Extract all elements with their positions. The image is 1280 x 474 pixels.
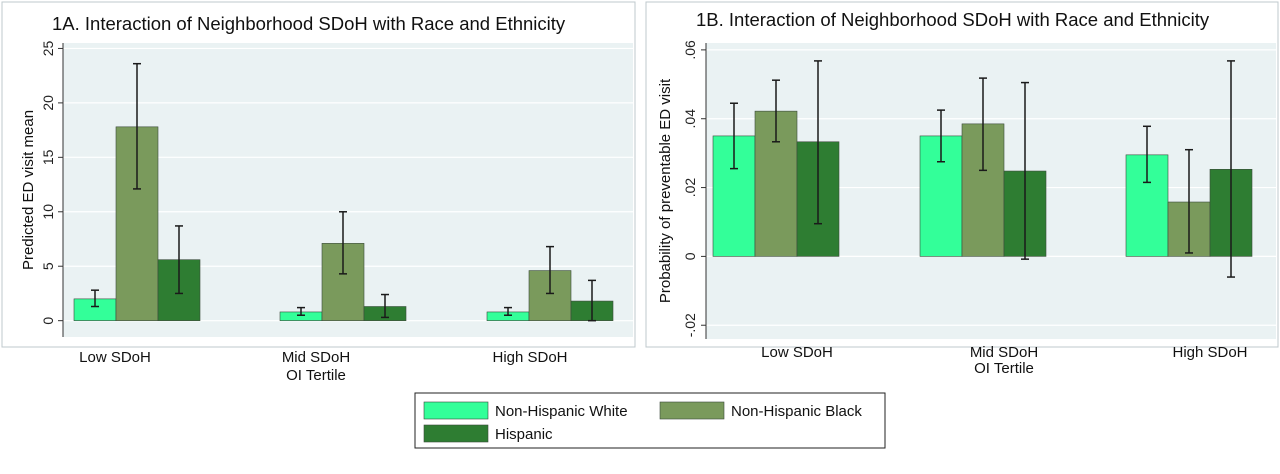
legend-swatch xyxy=(659,401,725,420)
y-tick-label: 10 xyxy=(40,204,56,220)
x-category-label: High SDoH xyxy=(1172,344,1247,361)
x-category-label: High SDoH xyxy=(492,349,567,366)
y-tick-label: 0 xyxy=(682,252,698,260)
y-tick-label: .06 xyxy=(682,40,698,60)
y-tick-label: 20 xyxy=(40,95,56,111)
y-tick-label: .04 xyxy=(682,109,698,129)
x-category-label: Low SDoH xyxy=(761,344,833,361)
chart-panel-1a: 0 5 10 15 20 25 Low SDoH Mid SDoH High SDoH 1A. I… xyxy=(1,1,636,384)
legend-label: Non-Hispanic White xyxy=(495,403,628,420)
x-category-label: Low SDoH xyxy=(79,349,151,366)
y-axis-label: Predicted ED visit mean xyxy=(20,110,37,270)
legend-label: Non-Hispanic Black xyxy=(731,403,862,420)
legend-label: Hispanic xyxy=(495,426,553,443)
y-tick-label: -.02 xyxy=(682,313,698,337)
y-tick-label: 0 xyxy=(40,317,56,325)
legend-swatch xyxy=(423,424,489,443)
x-axis-label: OI Tertile xyxy=(286,367,346,384)
chart-title: 1A. Interaction of Neighborhood SDoH wit… xyxy=(52,13,566,34)
x-axis-label: OI Tertile xyxy=(974,360,1034,377)
legend-box xyxy=(414,392,886,449)
legend-swatch xyxy=(423,401,489,420)
y-axis-label: Probability of preventable ED visit xyxy=(657,78,674,303)
chart-panel-1b: -.02 0 .02 .04 .06 Low SDoH Mid SDoH High SDoH 1… xyxy=(645,1,1279,377)
legend: Non-Hispanic White Non-Hispanic Black Hisp… xyxy=(414,392,886,449)
y-tick-label: 15 xyxy=(40,149,56,165)
y-tick-label: 25 xyxy=(40,40,56,56)
y-tick-label: .02 xyxy=(682,178,698,198)
chart-title: 1B. Interaction of Neighborhood SDoH wit… xyxy=(696,9,1210,30)
x-category-label: Mid SDoH xyxy=(970,344,1038,361)
x-category-label: Mid SDoH xyxy=(282,349,350,366)
y-tick-label: 5 xyxy=(40,262,56,270)
